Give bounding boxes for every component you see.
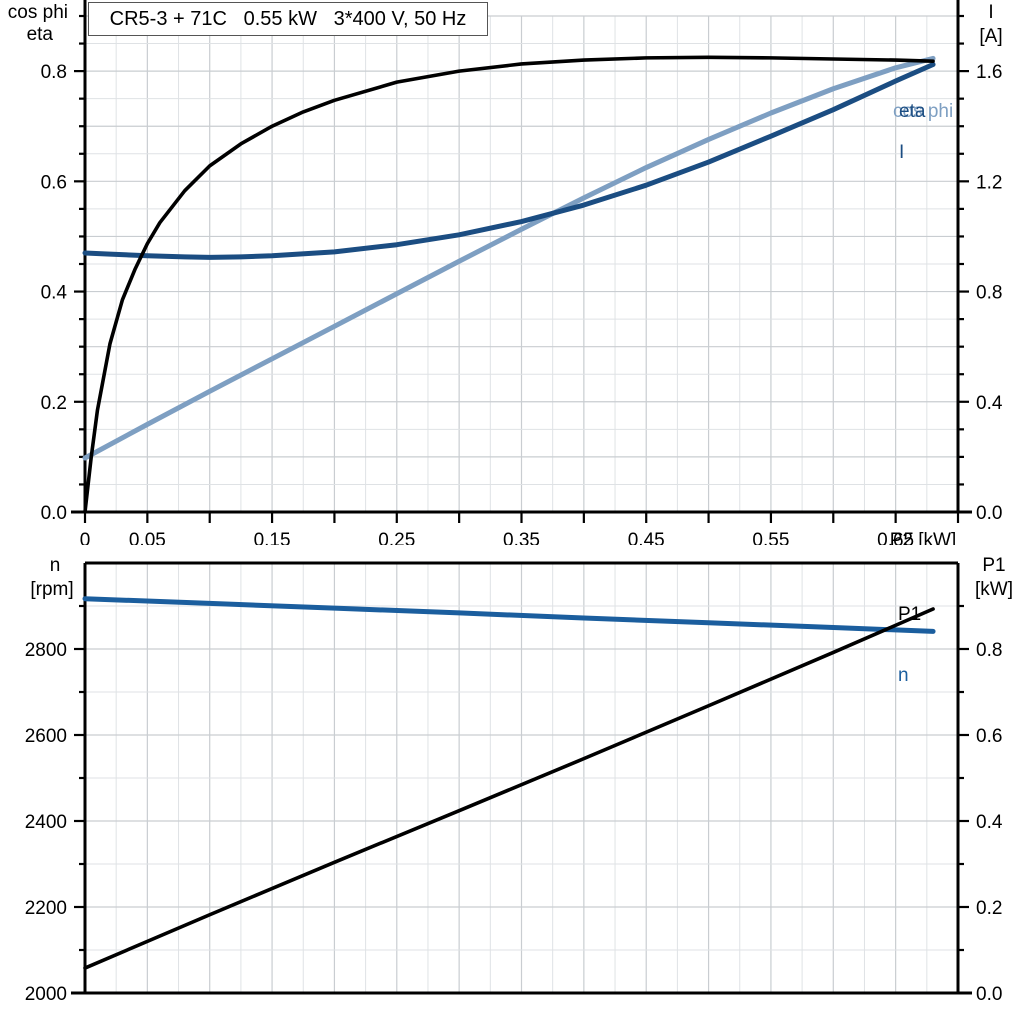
chart-title-box: CR5-3 + 71C 0.55 kW 3*400 V, 50 Hz [88, 2, 488, 36]
tick-label-right: 0.8 [976, 640, 1002, 661]
top-chart: 0.0 0.2 0.4 0.6 0.8 0.0 0.4 0.8 1.2 1.6 0 0.05 0.15 0… [8, 0, 1003, 545]
tick-label-left: 2200 [25, 898, 67, 919]
tick-label-bottom: 0.35 [503, 530, 540, 545]
tick-label-left: 2600 [25, 726, 67, 747]
tick-label-bottom: 0.55 [752, 530, 789, 545]
tick-label-left: 0.6 [41, 172, 67, 193]
tick-label-left: 0.4 [41, 283, 68, 304]
tick-label-right: 0.6 [976, 726, 1002, 747]
curve-current [82, 62, 936, 260]
bottom-chart-svg: 2000 2200 2400 2600 2800 0.0 0.2 0.4 0.6 0.8 n [rpm… [25, 555, 1013, 1005]
tick-label-right: 0.0 [976, 503, 1002, 524]
legend-label-p1: P1 [898, 604, 921, 625]
tick-label-bottom: 0.05 [129, 530, 166, 545]
tick-label-right: 1.2 [976, 172, 1002, 193]
left-axis-title-line2: eta [27, 24, 54, 45]
tick-label-bottom: 0.45 [628, 530, 665, 545]
chart-title-text: CR5-3 + 71C 0.55 kW 3*400 V, 50 Hz [109, 7, 467, 30]
tick-label-right: 0.8 [976, 283, 1002, 304]
tick-label-right: 0.4 [976, 393, 1003, 414]
tick-label-right: 1.6 [976, 62, 1002, 83]
x-axis-title: P2 [kW] [890, 530, 957, 545]
tick-label-right: 0.4 [976, 812, 1003, 833]
curve-eta [83, 55, 935, 514]
left-axis-title-line1: cos phi [8, 2, 68, 23]
tick-label-left: 2800 [25, 640, 67, 661]
right-axis-title-line2: [A] [979, 26, 1002, 47]
bottom-chart: 2000 2200 2400 2600 2800 0.0 0.2 0.4 0.6 0.8 n [rpm… [0, 545, 1024, 1024]
tick-label-left: 2000 [25, 984, 67, 1005]
right-axis-title-line2: [kW] [975, 579, 1013, 600]
tick-label-bottom: 0.15 [254, 530, 291, 545]
curve-n [82, 596, 936, 634]
legend-label-n: n [898, 665, 909, 686]
legend-label-current: I [899, 142, 904, 163]
tick-label-right: 0.2 [976, 898, 1002, 919]
legend-label-eta: eta [899, 101, 926, 122]
tick-label-right: 0.0 [976, 984, 1002, 1005]
tick-label-bottom: 0.65 [877, 530, 914, 545]
left-axis-title-line1: n [50, 555, 61, 576]
top-chart-svg: 0.0 0.2 0.4 0.6 0.8 0.0 0.4 0.8 1.2 1.6 0 0.05 0.15 0… [8, 0, 1003, 545]
tick-label-left: 0.8 [41, 62, 67, 83]
tick-label-left: 2400 [25, 812, 67, 833]
curve-cos-phi [82, 55, 936, 461]
legend-label-cos-phi: cos phi [893, 101, 953, 122]
right-axis-title-line1: I [988, 2, 993, 23]
right-axis-title-line1: P1 [982, 555, 1005, 576]
tick-label-left: 0.0 [41, 503, 67, 524]
left-axis-title-line2: [rpm] [30, 579, 73, 600]
curve-p1 [83, 607, 935, 970]
tick-label-bottom: 0.25 [378, 530, 415, 545]
tick-label-left: 0.2 [41, 393, 67, 414]
tick-label-bottom: 0 [80, 530, 91, 545]
